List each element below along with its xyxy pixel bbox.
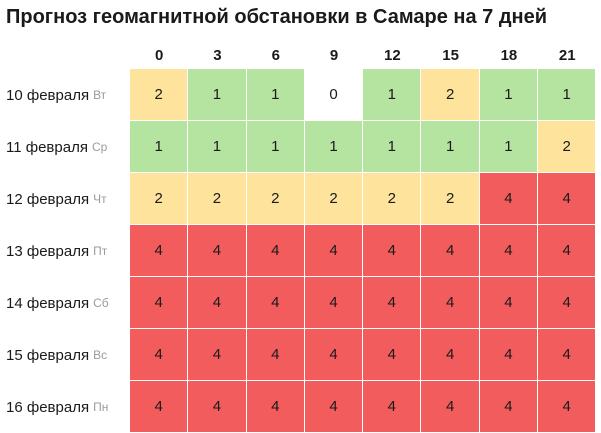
date-text: 16 февраля: [6, 399, 89, 416]
kp-index-cell: 4: [480, 173, 537, 224]
hour-label: 6: [247, 47, 305, 64]
kp-index-cell: 4: [421, 225, 478, 276]
weekday-text: Вс: [93, 348, 107, 362]
kp-index-cell: 2: [305, 173, 362, 224]
kp-index-cell: 4: [538, 381, 595, 432]
day-label: 10 февраля Вт: [6, 69, 109, 121]
kp-index-cell: 4: [363, 329, 420, 380]
kp-index-cell: 4: [305, 225, 362, 276]
kp-index-cell: 1: [247, 69, 304, 120]
kp-index-cell: 2: [538, 121, 595, 172]
date-text: 10 февраля: [6, 87, 89, 104]
kp-index-cell: 4: [130, 277, 187, 328]
kp-index-cell: 4: [421, 381, 478, 432]
hour-label: 12: [363, 47, 421, 64]
kp-index-cell: 4: [305, 329, 362, 380]
kp-index-cell: 2: [130, 69, 187, 120]
kp-index-cell: 4: [363, 225, 420, 276]
kp-index-cell: 1: [480, 69, 537, 120]
kp-index-cell: 4: [421, 277, 478, 328]
kp-index-cell: 1: [188, 121, 245, 172]
kp-index-cell: 4: [480, 225, 537, 276]
kp-index-cell: 2: [363, 173, 420, 224]
weekday-text: Чт: [93, 192, 107, 206]
weekday-text: Вт: [93, 88, 106, 102]
day-label: 11 февраля Ср: [6, 121, 109, 173]
kp-index-cell: 2: [421, 173, 478, 224]
kp-index-cell: 4: [130, 381, 187, 432]
kp-index-cell: 4: [538, 225, 595, 276]
day-label: 15 февраля Вс: [6, 329, 109, 381]
kp-index-cell: 1: [421, 121, 478, 172]
date-text: 15 февраля: [6, 347, 89, 364]
day-label: 12 февраля Чт: [6, 173, 109, 225]
date-text: 14 февраля: [6, 295, 89, 312]
kp-index-cell: 1: [188, 69, 245, 120]
kp-index-cell: 1: [363, 69, 420, 120]
hour-label: 3: [188, 47, 246, 64]
kp-index-cell: 1: [247, 121, 304, 172]
hour-label: 15: [421, 47, 479, 64]
day-label: 16 февраля Пн: [6, 381, 109, 433]
kp-index-cell: 0: [305, 69, 362, 120]
kp-index-cell: 2: [247, 173, 304, 224]
kp-index-cell: 4: [305, 277, 362, 328]
kp-index-cell: 1: [130, 121, 187, 172]
day-labels: 10 февраля Вт 11 февраля Ср 12 февраля Чт 13 ф…: [6, 69, 109, 433]
kp-index-cell: 1: [363, 121, 420, 172]
kp-index-cell: 4: [247, 277, 304, 328]
day-label: 14 февраля Сб: [6, 277, 109, 329]
kp-index-cell: 4: [363, 381, 420, 432]
date-text: 12 февраля: [6, 191, 89, 208]
kp-index-cell: 4: [188, 329, 245, 380]
kp-index-cell: 4: [538, 173, 595, 224]
page-title: Прогноз геомагнитной обстановки в Самаре…: [6, 6, 547, 29]
kp-index-cell: 4: [247, 381, 304, 432]
kp-index-cell: 4: [363, 277, 420, 328]
hour-label: 0: [130, 47, 188, 64]
weekday-text: Пн: [93, 400, 108, 414]
kp-index-cell: 1: [538, 69, 595, 120]
kp-index-cell: 4: [130, 225, 187, 276]
kp-index-cell: 4: [188, 381, 245, 432]
kp-index-cell: 4: [480, 277, 537, 328]
kp-index-cell: 4: [538, 329, 595, 380]
weekday-text: Пт: [93, 244, 107, 258]
day-label: 13 февраля Пт: [6, 225, 109, 277]
kp-index-cell: 2: [188, 173, 245, 224]
kp-index-cell: 4: [480, 381, 537, 432]
kp-index-cell: 2: [421, 69, 478, 120]
kp-index-cell: 4: [421, 329, 478, 380]
date-text: 13 февраля: [6, 243, 89, 260]
kp-index-cell: 1: [305, 121, 362, 172]
kp-index-cell: 4: [188, 277, 245, 328]
hour-label: 9: [305, 47, 363, 64]
kp-index-cell: 4: [130, 329, 187, 380]
kp-index-cell: 1: [480, 121, 537, 172]
weekday-text: Ср: [92, 140, 107, 154]
kp-index-cell: 4: [188, 225, 245, 276]
kp-index-cell: 4: [247, 329, 304, 380]
kp-index-cell: 4: [247, 225, 304, 276]
hour-label: 18: [480, 47, 538, 64]
date-text: 11 февраля: [6, 139, 88, 156]
kp-index-cell: 2: [130, 173, 187, 224]
kp-index-cell: 4: [480, 329, 537, 380]
kp-index-cell: 4: [538, 277, 595, 328]
hour-label: 21: [538, 47, 596, 64]
kp-index-cell: 4: [305, 381, 362, 432]
weekday-text: Сб: [93, 296, 109, 310]
hour-header: 0 3 6 9 12 15 18 21: [130, 47, 596, 64]
